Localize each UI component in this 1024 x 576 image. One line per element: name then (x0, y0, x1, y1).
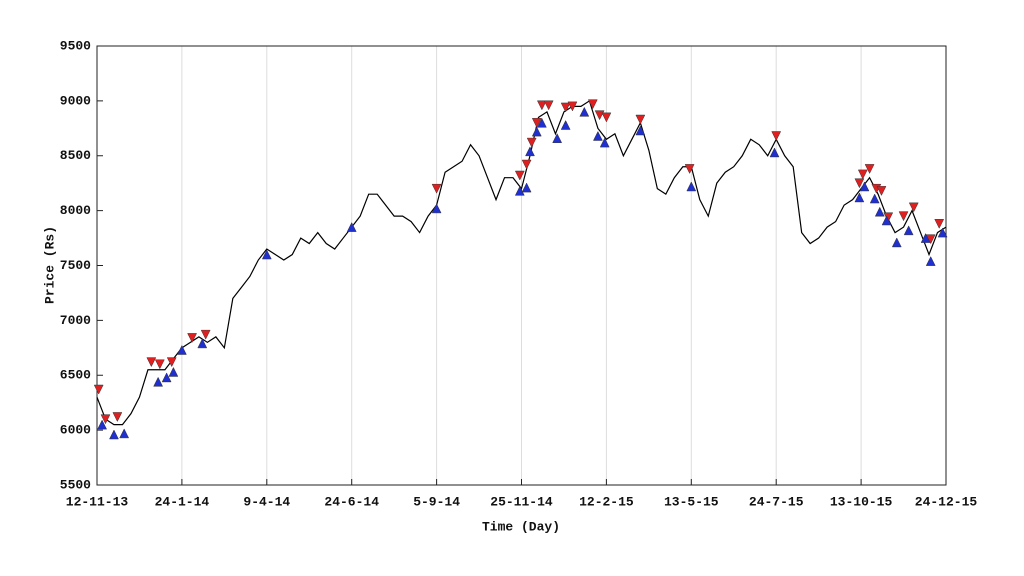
sell-marker (854, 178, 865, 189)
buy-marker (869, 193, 880, 204)
x-tick-label: 24-12-15 (915, 494, 978, 509)
x-tick-label: 13-10-15 (830, 494, 893, 509)
x-tick-label: 24-6-14 (324, 494, 379, 509)
buy-marker (552, 133, 563, 143)
y-tick-label: 6500 (60, 368, 91, 383)
sell-marker (112, 412, 123, 423)
y-tick-label: 8000 (60, 203, 91, 218)
x-tick-label: 13-5-15 (664, 494, 719, 509)
buy-marker (261, 249, 272, 260)
sell-marker (771, 131, 782, 142)
y-tick-label: 6000 (60, 423, 91, 438)
buy-marker (168, 366, 179, 377)
y-tick-label: 9500 (60, 38, 91, 53)
x-tick-label: 25-11-14 (490, 494, 553, 509)
buy-marker (579, 106, 590, 117)
price-line (96, 99, 947, 426)
buy-marker (525, 146, 535, 157)
buy-marker (859, 181, 870, 192)
sell-marker (531, 118, 542, 128)
y-tick-label: 7000 (60, 313, 91, 328)
buy-marker (769, 147, 780, 158)
sell-marker (543, 100, 554, 111)
x-tick-label: 9-4-14 (243, 494, 290, 509)
x-tick-label: 24-1-14 (155, 494, 210, 509)
buy-marker (891, 237, 902, 248)
x-axis-label: Time (Day) (482, 519, 560, 534)
buy-marker (431, 203, 442, 214)
buy-marker (925, 256, 936, 266)
buy-marker (593, 130, 603, 141)
buy-marker (536, 117, 547, 128)
y-tick-label: 5500 (60, 477, 91, 492)
y-tick-label: 9000 (60, 93, 91, 108)
buy-marker (854, 192, 865, 203)
y-axis-label: Price (Rs) (42, 226, 57, 304)
buy-marker (197, 338, 208, 349)
buy-marker (346, 222, 357, 232)
buy-marker (920, 233, 931, 243)
buy-marker (635, 125, 646, 136)
sell-marker (908, 202, 919, 213)
sell-marker (684, 164, 695, 174)
x-tick-label: 12-11-13 (66, 494, 129, 509)
sell-marker (431, 183, 442, 194)
sell-marker (536, 100, 547, 111)
sell-marker (635, 114, 646, 125)
x-tick-label: 12-2-15 (579, 494, 634, 509)
buy-marker (514, 185, 525, 196)
sell-marker (587, 99, 598, 110)
sell-marker (166, 357, 177, 368)
buy-marker (874, 206, 885, 217)
sell-marker (146, 357, 157, 368)
sell-marker (200, 329, 211, 340)
x-tick-label: 5-9-14 (413, 494, 460, 509)
sell-marker (898, 211, 909, 222)
sell-marker (864, 164, 875, 174)
buy-marker (521, 182, 532, 193)
sell-marker (93, 384, 104, 395)
sell-marker (100, 414, 111, 425)
sell-marker (601, 112, 612, 123)
sell-marker (857, 169, 868, 180)
sell-marker (876, 186, 887, 196)
buy-marker (153, 376, 164, 387)
sell-marker (560, 102, 571, 113)
buy-marker (560, 119, 571, 130)
y-tick-label: 8500 (60, 148, 91, 163)
buy-marker (109, 429, 119, 440)
sell-marker (526, 137, 537, 148)
buy-marker (161, 372, 172, 383)
buy-marker (97, 419, 107, 430)
sell-marker (514, 170, 525, 181)
sell-marker (934, 219, 945, 229)
sell-marker (154, 359, 165, 370)
buy-marker (599, 137, 610, 148)
sell-marker (567, 101, 578, 112)
y-tick-label: 7500 (60, 258, 91, 273)
buy-marker (176, 344, 187, 355)
sell-marker (187, 333, 197, 343)
buy-marker (903, 225, 914, 236)
buy-marker (531, 126, 542, 137)
x-tick-label: 24-7-15 (749, 494, 804, 509)
buy-marker (881, 215, 892, 226)
plot-frame (96, 45, 947, 486)
buy-marker (937, 227, 948, 238)
buy-marker (119, 428, 130, 439)
buy-marker (686, 181, 697, 192)
sell-marker (521, 159, 532, 170)
